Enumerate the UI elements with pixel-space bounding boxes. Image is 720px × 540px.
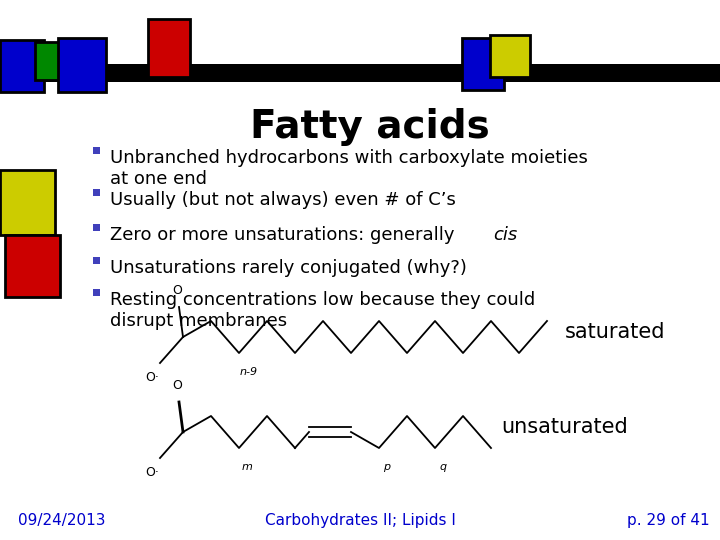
Text: O·: O·	[145, 466, 159, 479]
Bar	[0, 40, 44, 92]
Text: Carbohydrates II; Lipids I: Carbohydrates II; Lipids I	[264, 513, 456, 528]
Text: unsaturated: unsaturated	[501, 417, 628, 437]
Bar	[58, 38, 106, 92]
Text: Fatty acids: Fatty acids	[250, 108, 490, 146]
Text: q: q	[439, 462, 446, 472]
Bar	[0, 64, 720, 82]
Bar	[148, 19, 190, 77]
Text: saturated: saturated	[565, 322, 665, 342]
Text: Resting concentrations low because they could
disrupt membranes: Resting concentrations low because they …	[110, 291, 535, 330]
Bar	[93, 257, 100, 264]
Text: p: p	[384, 462, 390, 472]
Bar	[93, 289, 100, 296]
Text: O: O	[172, 379, 182, 392]
Text: O·: O·	[145, 371, 159, 384]
Bar	[93, 189, 100, 196]
Bar	[93, 147, 100, 154]
Bar	[5, 235, 60, 297]
Bar	[93, 224, 100, 231]
Bar	[35, 42, 71, 80]
Text: 09/24/2013: 09/24/2013	[18, 513, 106, 528]
Text: O: O	[172, 284, 182, 297]
Bar	[490, 35, 530, 77]
Text: p. 29 of 41: p. 29 of 41	[627, 513, 710, 528]
Bar	[462, 38, 504, 90]
Text: Usually (but not always) even # of C’s: Usually (but not always) even # of C’s	[110, 191, 456, 209]
Text: Zero or more unsaturations: generally: Zero or more unsaturations: generally	[110, 226, 460, 244]
Text: cis: cis	[493, 226, 517, 244]
Text: Unsaturations rarely conjugated (why?): Unsaturations rarely conjugated (why?)	[110, 259, 467, 277]
Text: Unbranched hydrocarbons with carboxylate moieties
at one end: Unbranched hydrocarbons with carboxylate…	[110, 149, 588, 188]
Text: m: m	[242, 462, 253, 472]
Text: n-9: n-9	[240, 367, 258, 377]
Bar	[0, 170, 55, 235]
